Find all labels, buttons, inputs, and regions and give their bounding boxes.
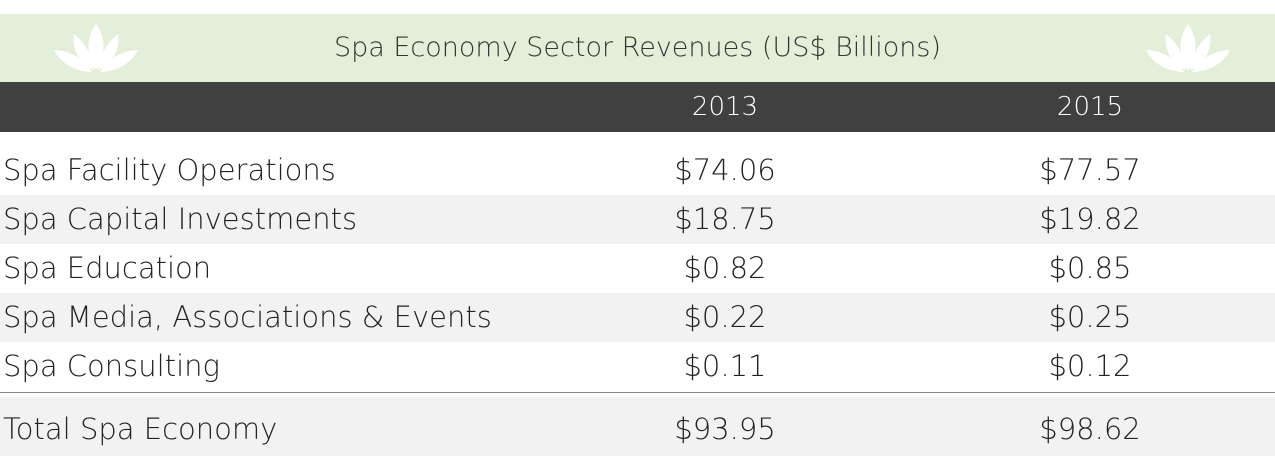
row-background	[0, 293, 1275, 342]
cell-value: $74.06	[674, 153, 776, 187]
total-value: $93.95	[674, 412, 776, 446]
cell-value: $0.25	[1048, 300, 1132, 334]
cell-value: $77.57	[1039, 153, 1141, 187]
column-header: 2013	[691, 92, 759, 122]
cell-value: $0.11	[683, 349, 767, 383]
row-background	[0, 195, 1275, 244]
total-rule	[0, 392, 1275, 393]
lotus-icon	[54, 24, 138, 72]
cell-value: $18.75	[674, 202, 776, 236]
total-value: $98.62	[1039, 412, 1141, 446]
row-label: Spa Education	[3, 251, 212, 285]
title-band	[0, 14, 1275, 82]
table-title: Spa Economy Sector Revenues (US$ Billion…	[333, 32, 942, 63]
row-label: Spa Facility Operations	[3, 153, 336, 187]
header-row	[0, 82, 1275, 132]
total-label: Total Spa Economy	[3, 412, 278, 446]
lotus-icon	[1146, 24, 1230, 72]
column-header: 2015	[1056, 92, 1124, 122]
cell-value: $0.12	[1048, 349, 1132, 383]
row-label: Spa Capital Investments	[3, 202, 358, 236]
total-background	[0, 397, 1275, 456]
cell-value: $0.85	[1048, 251, 1132, 285]
cell-value: $19.82	[1039, 202, 1141, 236]
row-label: Spa Media, Associations & Events	[3, 300, 492, 334]
row-label: Spa Consulting	[3, 349, 220, 383]
cell-value: $0.82	[683, 251, 767, 285]
cell-value: $0.22	[683, 300, 767, 334]
